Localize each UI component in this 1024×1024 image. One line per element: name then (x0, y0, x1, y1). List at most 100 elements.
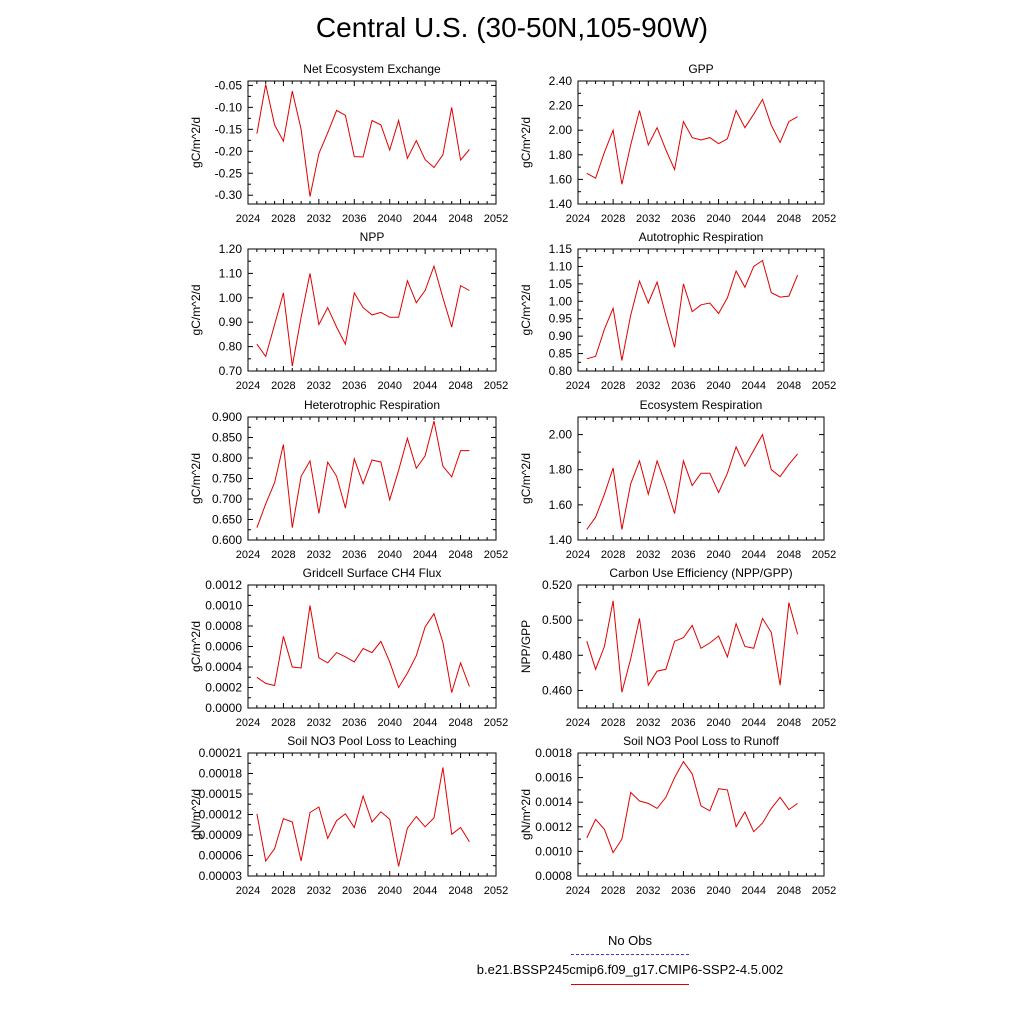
x-tick-label: 2032 (636, 885, 660, 897)
y-tick-label: 0.460 (542, 683, 572, 697)
x-tick-label: 2024 (566, 885, 590, 897)
chart-panel: Soil NO3 Pool Loss to Runoff gN/m^2/d 2024… (519, 734, 836, 897)
chart-title: NPP (360, 230, 385, 244)
chart-title: Net Ecosystem Exchange (303, 62, 441, 76)
y-tick-label: 0.0012 (535, 820, 572, 834)
y-tick-label: 0.0016 (535, 771, 572, 785)
x-tick-label: 2036 (342, 380, 366, 392)
x-tick-label: 2036 (342, 549, 366, 561)
y-tick-label: -0.20 (215, 144, 243, 158)
x-tick-label: 2040 (706, 717, 730, 729)
x-tick-label: 2052 (812, 717, 836, 729)
y-tick-label: 1.80 (549, 463, 573, 477)
chart-panel: Ecosystem Respiration gC/m^2/d 2024 2028 203… (519, 398, 836, 561)
x-tick-label: 2036 (671, 885, 695, 897)
x-tick-label: 2048 (777, 717, 801, 729)
x-tick-label: 2044 (741, 380, 765, 392)
y-tick-label: 0.90 (549, 329, 573, 343)
series-line (586, 600, 799, 693)
y-axis-label: gC/m^2/d (189, 285, 203, 336)
x-tick-label: 2044 (741, 213, 765, 225)
y-tick-label: 1.10 (549, 259, 573, 273)
y-tick-label: -0.10 (215, 100, 243, 114)
y-tick-label: 0.70 (219, 364, 243, 378)
y-tick-label: 0.750 (212, 472, 242, 486)
x-tick-label: 2044 (413, 717, 437, 729)
x-tick-label: 2032 (636, 549, 660, 561)
x-tick-label: 2028 (601, 549, 625, 561)
y-tick-label: 1.60 (549, 172, 573, 186)
x-tick-label: 2024 (236, 549, 260, 561)
x-tick-label: 2040 (706, 549, 730, 561)
x-tick-label: 2024 (566, 213, 590, 225)
chart-title: Gridcell Surface CH4 Flux (303, 566, 442, 580)
x-tick-label: 2052 (484, 213, 508, 225)
x-tick-label: 2032 (307, 549, 331, 561)
chart-panel: GPP gC/m^2/d 2024 2028 2032 2036 2040 2044 2048 2… (519, 62, 836, 225)
x-tick-label: 2024 (566, 380, 590, 392)
chart-grid: Net Ecosystem Exchange gC/m^2/d 2024 2028 20… (189, 62, 836, 897)
x-tick-label: 2044 (413, 213, 437, 225)
y-tick-label: 1.20 (219, 242, 243, 256)
x-tick-label: 2048 (448, 380, 472, 392)
y-tick-label: 1.40 (549, 197, 573, 211)
y-tick-label: 0.80 (549, 364, 573, 378)
y-tick-label: 0.0008 (205, 619, 242, 633)
x-tick-label: 2048 (448, 213, 472, 225)
x-tick-label: 2048 (448, 717, 472, 729)
y-tick-label: 0.00006 (199, 849, 243, 863)
x-tick-label: 2036 (342, 885, 366, 897)
y-axis-label: gC/m^2/d (189, 453, 203, 504)
x-tick-label: 2028 (271, 885, 295, 897)
legend-obs-label: No Obs (607, 933, 653, 948)
chart-title: Autotrophic Respiration (639, 230, 764, 244)
x-tick-label: 2052 (812, 380, 836, 392)
y-tick-label: 0.0004 (205, 660, 242, 674)
x-tick-label: 2048 (777, 885, 801, 897)
plot-frame (247, 752, 497, 877)
y-tick-label: 0.900 (212, 410, 242, 424)
x-tick-label: 2044 (741, 717, 765, 729)
y-tick-label: -0.15 (215, 122, 243, 136)
x-tick-label: 2032 (636, 380, 660, 392)
series-line (586, 433, 798, 530)
y-tick-label: 0.00003 (199, 869, 243, 883)
y-tick-label: 0.90 (219, 315, 243, 329)
x-tick-label: 2028 (601, 885, 625, 897)
chart-panel: Gridcell Surface CH4 Flux gC/m^2/d 2024 202… (189, 566, 508, 729)
series-line (586, 760, 798, 854)
series-line (256, 264, 470, 367)
chart-title: Soil NO3 Pool Loss to Runoff (623, 734, 780, 748)
y-tick-label: 1.10 (219, 266, 243, 280)
x-tick-label: 2028 (271, 717, 295, 729)
plot-frame (577, 584, 825, 709)
x-tick-label: 2040 (706, 380, 730, 392)
y-tick-label: 0.00015 (199, 787, 243, 801)
x-tick-label: 2024 (236, 380, 260, 392)
x-tick-label: 2040 (377, 717, 401, 729)
y-tick-label: -0.25 (215, 166, 243, 180)
y-tick-label: -0.30 (215, 188, 243, 202)
x-tick-label: 2024 (566, 549, 590, 561)
x-tick-label: 2044 (413, 549, 437, 561)
x-tick-label: 2032 (307, 885, 331, 897)
x-tick-label: 2028 (601, 213, 625, 225)
y-tick-label: 0.80 (219, 340, 243, 354)
plot-frame (577, 752, 825, 877)
page-title: Central U.S. (30-50N,105-90W) (315, 12, 709, 43)
series-line (586, 98, 798, 185)
y-axis-label: gN/m^2/d (519, 789, 533, 840)
x-tick-label: 2040 (377, 380, 401, 392)
y-tick-label: 0.800 (212, 451, 242, 465)
plot-frame (247, 80, 497, 205)
x-tick-label: 2032 (307, 717, 331, 729)
x-tick-label: 2044 (741, 885, 765, 897)
x-tick-label: 2032 (636, 717, 660, 729)
y-tick-label: 2.00 (549, 428, 573, 442)
y-tick-label: 0.0018 (535, 746, 572, 760)
x-tick-label: 2052 (812, 213, 836, 225)
x-tick-label: 2052 (812, 885, 836, 897)
y-tick-label: 0.700 (212, 492, 242, 506)
chart-panel: Net Ecosystem Exchange gC/m^2/d 2024 2028 20… (189, 62, 508, 225)
x-tick-label: 2052 (812, 549, 836, 561)
